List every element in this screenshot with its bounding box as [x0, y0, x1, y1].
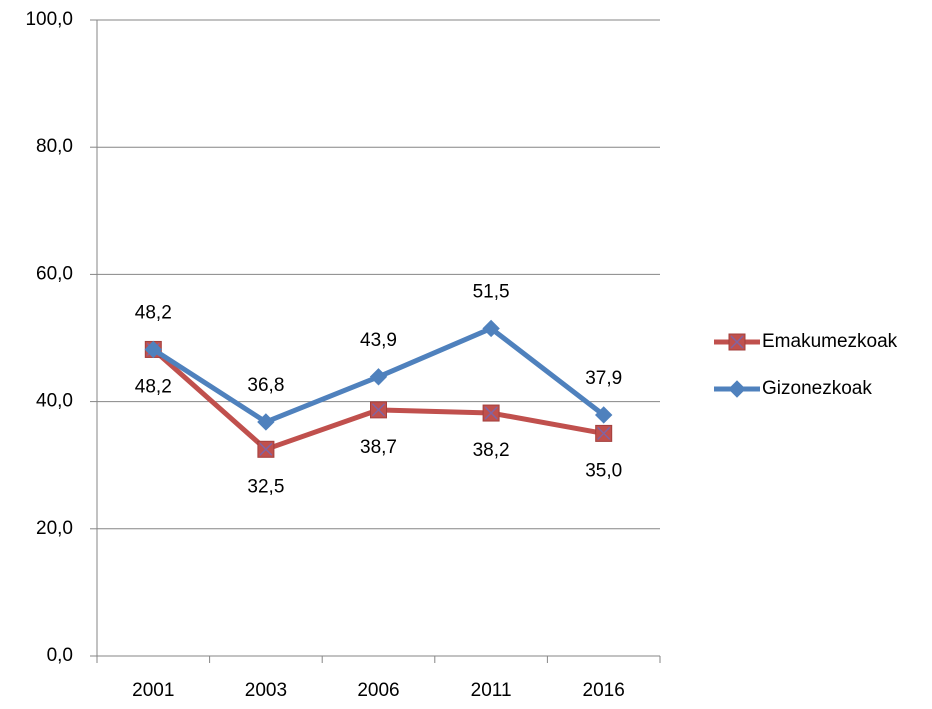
data-label: 48,2	[135, 302, 172, 323]
data-label: 32,5	[247, 476, 284, 497]
x-tick-label: 2001	[132, 680, 174, 701]
marker	[370, 401, 387, 419]
marker-cross	[730, 335, 744, 349]
marker	[594, 406, 613, 424]
marker-cross	[484, 406, 498, 420]
data-label: 38,7	[360, 437, 397, 458]
data-label: 37,9	[585, 368, 622, 389]
x-tick-label: 2016	[583, 680, 625, 701]
y-tick-label: 60,0	[36, 263, 73, 284]
y-tick-label: 20,0	[36, 518, 73, 539]
marker	[369, 368, 388, 386]
data-label: 51,5	[473, 281, 510, 302]
marker-cross	[259, 442, 273, 456]
data-label: 38,2	[473, 440, 510, 461]
y-tick-label: 100,0	[25, 9, 73, 30]
marker	[728, 333, 746, 351]
x-tick-label: 2003	[245, 680, 287, 701]
y-tick-label: 0,0	[47, 645, 73, 666]
x-tick-label: 2011	[471, 680, 512, 701]
marker	[257, 413, 275, 431]
y-tick-label: 40,0	[36, 391, 73, 412]
y-tick-label: 80,0	[36, 136, 73, 157]
data-label: 43,9	[360, 330, 397, 351]
marker-cross	[371, 403, 386, 417]
marker	[482, 404, 500, 422]
data-label: 48,2	[135, 376, 172, 397]
marker	[144, 340, 163, 359]
data-label: 35,0	[585, 460, 622, 481]
marker	[257, 440, 275, 458]
x-tick-label: 2006	[357, 680, 399, 701]
marker	[728, 380, 746, 398]
marker	[482, 319, 500, 338]
marker-cross	[597, 426, 611, 440]
legend-label: Gizonezkoak	[762, 378, 872, 399]
series	[144, 319, 613, 431]
marker	[595, 424, 613, 442]
legend-label: Emakumezkoak	[762, 331, 898, 352]
data-label: 36,8	[247, 375, 284, 396]
